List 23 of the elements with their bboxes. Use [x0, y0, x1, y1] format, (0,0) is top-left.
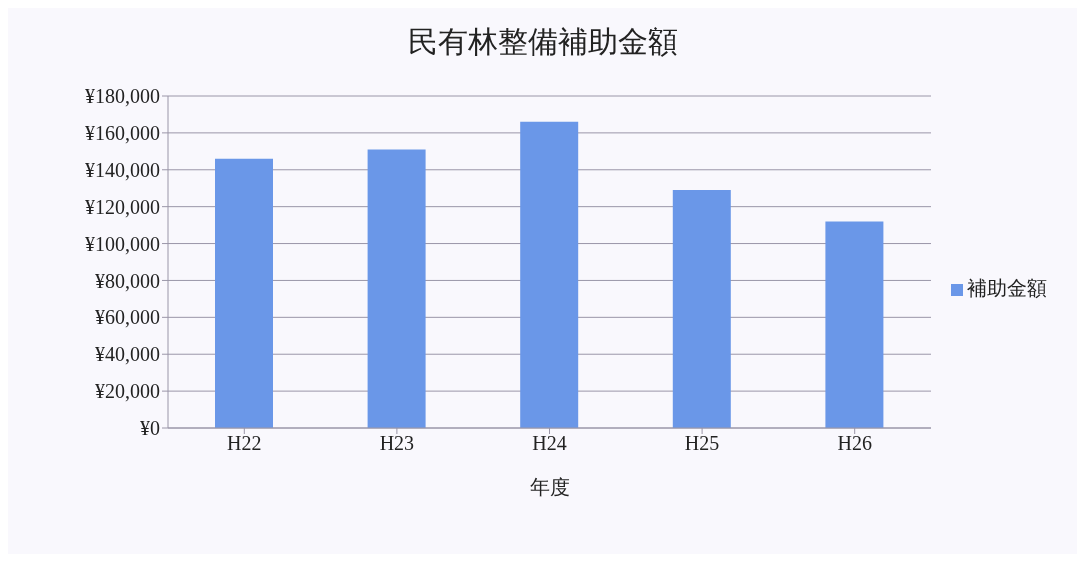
bar	[367, 149, 426, 428]
bar	[672, 190, 731, 428]
x-tick-label: H26	[837, 432, 872, 455]
y-tick-label: ¥80,000	[95, 269, 160, 292]
y-tick-label: ¥0	[140, 417, 160, 440]
legend-label: 補助金額	[967, 276, 1047, 299]
bar	[215, 158, 273, 428]
y-tick-label: ¥120,000	[85, 195, 160, 218]
y-tick-label: ¥100,000	[85, 232, 160, 255]
y-tick-label: ¥40,000	[95, 343, 160, 366]
x-tick-label: H22	[227, 432, 262, 455]
y-tick-label: ¥140,000	[85, 158, 160, 181]
y-tick-label: ¥60,000	[95, 306, 160, 329]
chart-title: 民有林整備補助金額	[406, 24, 679, 60]
x-tick-label: H25	[684, 432, 720, 455]
bar	[520, 121, 579, 428]
y-tick-label: ¥160,000	[85, 121, 160, 144]
x-axis-title: 年度	[529, 476, 570, 498]
y-tick-label: ¥20,000	[95, 380, 160, 403]
x-tick-label: H24	[532, 432, 567, 455]
x-tick-label: H23	[379, 432, 415, 455]
bar	[825, 221, 884, 428]
y-tick-label: ¥180,000	[85, 85, 160, 108]
